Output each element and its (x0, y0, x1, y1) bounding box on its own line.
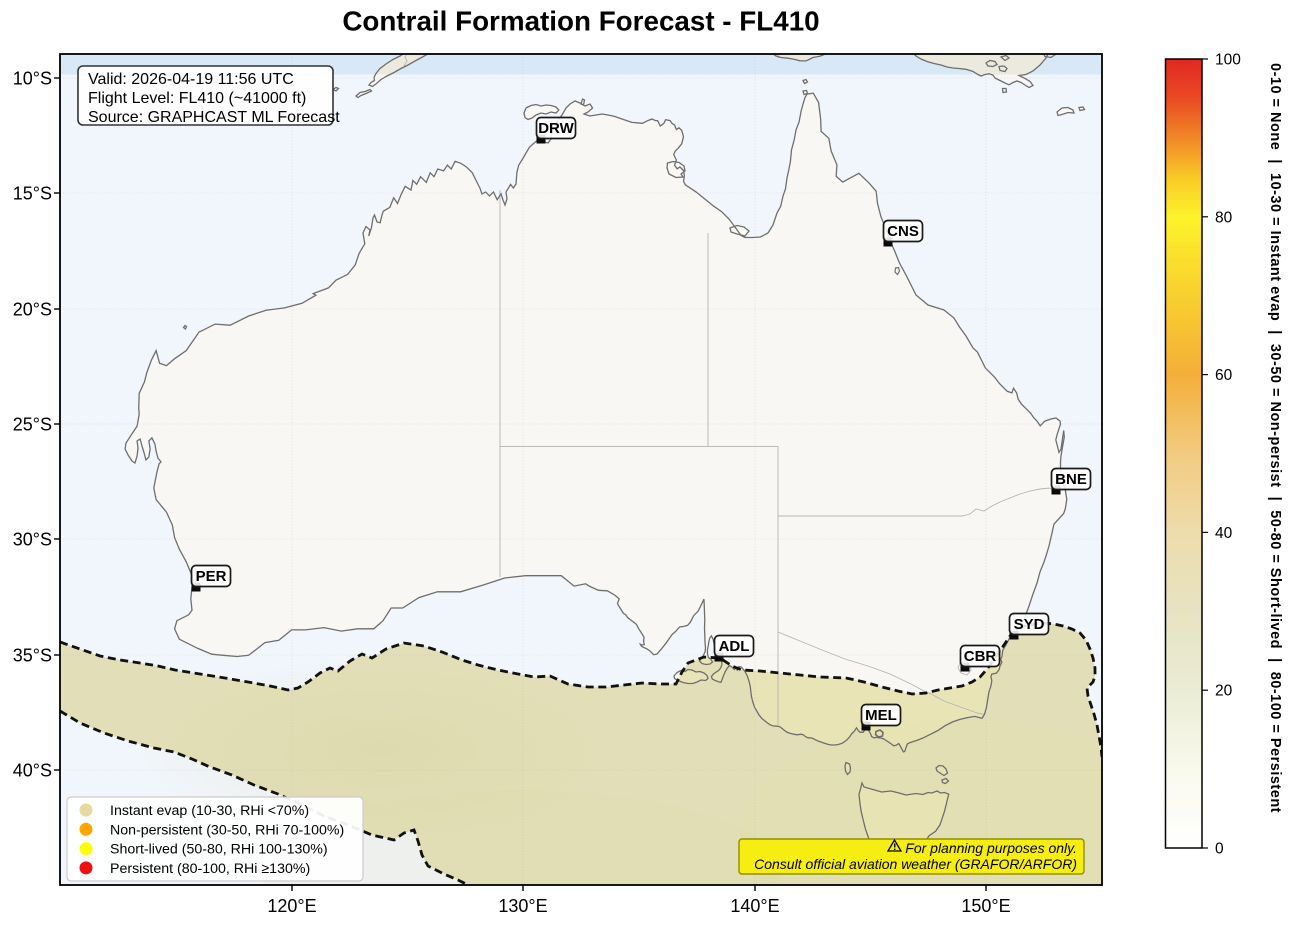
svg-text:SYD: SYD (1014, 616, 1045, 633)
svg-text:20: 20 (1215, 683, 1233, 700)
svg-text:CNS: CNS (887, 223, 919, 240)
svg-text:10°S: 10°S (13, 69, 52, 89)
svg-text:ADL: ADL (719, 638, 750, 655)
svg-text:Short-lived (50-80, RHi 100-13: Short-lived (50-80, RHi 100-130%) (110, 842, 328, 858)
svg-text:Source: GRAPHCAST ML Forecast: Source: GRAPHCAST ML Forecast (88, 109, 340, 126)
svg-text:25°S: 25°S (13, 415, 52, 435)
svg-text:Contrail Formation Forecast -: Contrail Formation Forecast - FL410 (342, 6, 819, 37)
svg-text:BNE: BNE (1055, 471, 1087, 488)
svg-text:15°S: 15°S (13, 184, 52, 204)
svg-text:Valid: 2026-04-19 11:56 UTC: Valid: 2026-04-19 11:56 UTC (88, 71, 294, 88)
svg-text:0: 0 (1215, 841, 1224, 858)
svg-text:140°E: 140°E (730, 896, 779, 916)
svg-text:For planning purposes only.: For planning purposes only. (905, 840, 1077, 856)
svg-text:30°S: 30°S (13, 530, 52, 550)
svg-text:150°E: 150°E (961, 896, 1010, 916)
svg-text:Persistent (80-100, RHi ≥130%): Persistent (80-100, RHi ≥130%) (110, 861, 310, 877)
svg-text:0-10 = None | 10-30 = Instan: 0-10 = None | 10-30 = Instant evap | 30-… (1267, 63, 1283, 813)
svg-text:60: 60 (1215, 367, 1233, 384)
svg-text:130°E: 130°E (498, 896, 547, 916)
svg-text:40°S: 40°S (13, 761, 52, 781)
svg-text:CBR: CBR (964, 648, 997, 665)
svg-text:Flight Level: FL410 (~41000 ft: Flight Level: FL410 (~41000 ft) (88, 90, 306, 107)
svg-text:40: 40 (1215, 525, 1233, 542)
svg-text:PER: PER (196, 568, 227, 585)
svg-text:Instant evap (10-30, RHi <70%): Instant evap (10-30, RHi <70%) (110, 803, 309, 819)
svg-text:MEL: MEL (865, 707, 897, 724)
svg-text:80: 80 (1215, 209, 1233, 226)
svg-text:100: 100 (1215, 52, 1241, 69)
svg-text:DRW: DRW (538, 120, 574, 137)
svg-text:35°S: 35°S (13, 646, 52, 666)
svg-text:120°E: 120°E (267, 896, 316, 916)
svg-text:20°S: 20°S (13, 300, 52, 320)
svg-text:Non-persistent (30-50, RHi 70-: Non-persistent (30-50, RHi 70-100%) (110, 822, 344, 838)
svg-text:Consult official aviation weat: Consult official aviation weather (GRAFO… (754, 856, 1077, 872)
